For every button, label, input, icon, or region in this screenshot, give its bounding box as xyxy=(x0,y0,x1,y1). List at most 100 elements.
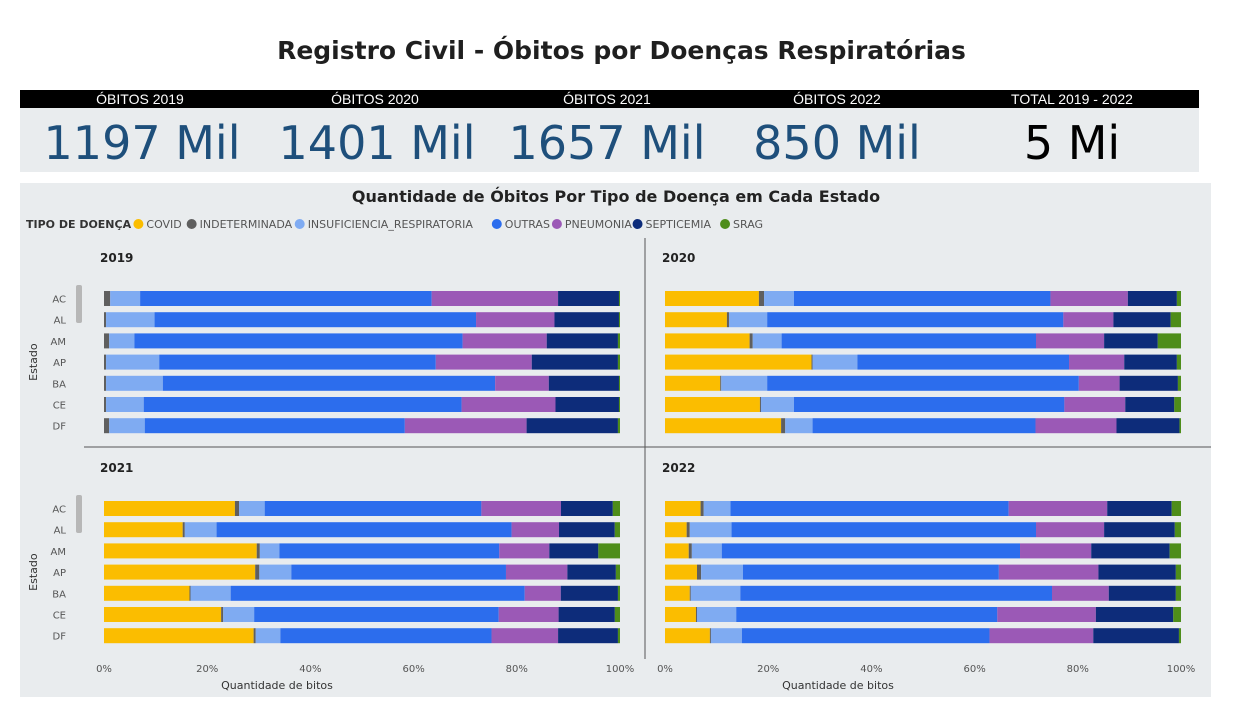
bar-2021-ac-covid[interactable] xyxy=(104,501,235,516)
bar-2022-ba-covid[interactable] xyxy=(665,585,690,601)
bar-2021-am-covid[interactable] xyxy=(104,543,257,559)
bar-2019-ac-insuficiencia-respiratoria[interactable] xyxy=(110,291,141,306)
bar-2019-ce-outras[interactable] xyxy=(143,397,462,412)
bar-2019-al-septicemia[interactable] xyxy=(554,312,619,328)
bar-2021-ce-septicemia[interactable] xyxy=(558,607,615,622)
bar-2022-ac-septicemia[interactable] xyxy=(1107,501,1172,516)
bar-2020-ba-insuficiencia-respiratoria[interactable] xyxy=(721,375,768,391)
bar-2022-ap-outras[interactable] xyxy=(742,564,999,580)
bar-2020-ba-covid[interactable] xyxy=(665,375,721,391)
bar-2022-ce-pneumonia[interactable] xyxy=(997,607,1096,622)
bar-2019-am-septicemia[interactable] xyxy=(546,333,618,349)
bar-2021-ap-covid[interactable] xyxy=(104,564,256,580)
bar-2020-df-srag[interactable] xyxy=(1179,418,1181,434)
bar-2020-am-insuficiencia-respiratoria[interactable] xyxy=(752,333,782,349)
bar-2021-ac-insuficiencia-respiratoria[interactable] xyxy=(239,501,265,516)
bar-2021-am-insuficiencia-respiratoria[interactable] xyxy=(259,543,280,559)
bar-2021-al-insuficiencia-respiratoria[interactable] xyxy=(184,522,217,538)
bar-2021-al-septicemia[interactable] xyxy=(559,522,615,538)
bar-2020-al-septicemia[interactable] xyxy=(1113,312,1171,328)
bar-2021-al-covid[interactable] xyxy=(104,522,183,538)
bar-2021-ce-outras[interactable] xyxy=(254,607,499,622)
bar-2020-ba-septicemia[interactable] xyxy=(1119,375,1178,391)
bar-2021-ba-covid[interactable] xyxy=(104,585,190,601)
bar-2021-ce-insuficiencia-respiratoria[interactable] xyxy=(223,607,255,622)
bar-2021-df-srag[interactable] xyxy=(617,628,620,644)
bar-2022-al-pneumonia[interactable] xyxy=(1036,522,1105,538)
bar-2019-df-insuficiencia-respiratoria[interactable] xyxy=(109,418,145,434)
bar-2019-ap-outras[interactable] xyxy=(159,354,436,370)
bar-2022-al-srag[interactable] xyxy=(1174,522,1181,538)
bar-2020-am-srag[interactable] xyxy=(1157,333,1181,349)
bar-2021-ba-septicemia[interactable] xyxy=(560,585,618,601)
bar-2020-am-pneumonia[interactable] xyxy=(1036,333,1105,349)
bar-2019-am-srag[interactable] xyxy=(617,333,620,349)
bar-2020-ap-pneumonia[interactable] xyxy=(1069,354,1125,370)
bar-2019-ce-septicemia[interactable] xyxy=(555,397,619,412)
bar-2020-al-insuficiencia-respiratoria[interactable] xyxy=(728,312,768,328)
bar-2022-df-septicemia[interactable] xyxy=(1093,628,1179,644)
bar-2022-ac-outras[interactable] xyxy=(730,501,1009,516)
bar-2021-al-pneumonia[interactable] xyxy=(511,522,560,538)
bar-2019-ce-srag[interactable] xyxy=(618,397,620,412)
bar-2022-df-covid[interactable] xyxy=(665,628,710,644)
bar-2022-al-covid[interactable] xyxy=(665,522,687,538)
bar-2020-ce-insuficiencia-respiratoria[interactable] xyxy=(760,397,794,412)
bar-2020-ac-insuficiencia-respiratoria[interactable] xyxy=(764,291,794,306)
bar-2022-ba-srag[interactable] xyxy=(1175,585,1181,601)
bar-2022-ac-covid[interactable] xyxy=(665,501,701,516)
bar-2022-ce-septicemia[interactable] xyxy=(1095,607,1174,622)
bar-2021-ap-pneumonia[interactable] xyxy=(505,564,568,580)
bar-2019-ac-outras[interactable] xyxy=(140,291,432,306)
bar-2022-ce-insuficiencia-respiratoria[interactable] xyxy=(696,607,737,622)
bar-2020-ap-septicemia[interactable] xyxy=(1124,354,1177,370)
bar-2022-am-srag[interactable] xyxy=(1169,543,1181,559)
bar-2020-df-outras[interactable] xyxy=(812,418,1036,434)
bar-2020-df-covid[interactable] xyxy=(665,418,782,434)
bar-2022-al-outras[interactable] xyxy=(731,522,1036,538)
bar-2020-ba-indeterminada[interactable] xyxy=(720,375,722,391)
bar-2021-ba-outras[interactable] xyxy=(230,585,525,601)
bar-2019-ba-srag[interactable] xyxy=(618,375,620,391)
bar-2021-df-covid[interactable] xyxy=(104,628,254,644)
bar-2020-al-srag[interactable] xyxy=(1170,312,1181,328)
bar-2022-df-pneumonia[interactable] xyxy=(989,628,1094,644)
bar-2022-ap-covid[interactable] xyxy=(665,564,697,580)
bar-2020-df-pneumonia[interactable] xyxy=(1035,418,1117,434)
bar-2020-ba-outras[interactable] xyxy=(767,375,1079,391)
bar-2019-ap-septicemia[interactable] xyxy=(531,354,618,370)
bar-2022-ba-indeterminada[interactable] xyxy=(689,585,691,601)
bar-2022-am-covid[interactable] xyxy=(665,543,689,559)
bar-2021-al-indeterminada[interactable] xyxy=(182,522,185,538)
bar-2022-df-outras[interactable] xyxy=(741,628,990,644)
bar-2021-df-outras[interactable] xyxy=(280,628,492,644)
bar-2021-ap-septicemia[interactable] xyxy=(567,564,616,580)
bar-2022-ap-septicemia[interactable] xyxy=(1098,564,1176,580)
bar-2021-ba-insuficiencia-respiratoria[interactable] xyxy=(190,585,231,601)
bar-2020-ap-covid[interactable] xyxy=(665,354,812,370)
bar-2020-ba-pneumonia[interactable] xyxy=(1078,375,1120,391)
bar-2020-am-covid[interactable] xyxy=(665,333,750,349)
bar-2020-ac-pneumonia[interactable] xyxy=(1050,291,1128,306)
bar-2021-ac-srag[interactable] xyxy=(612,501,620,516)
bar-2022-al-insuficiencia-respiratoria[interactable] xyxy=(689,522,732,538)
bar-2019-al-indeterminada[interactable] xyxy=(104,312,107,328)
bar-2021-ce-indeterminada[interactable] xyxy=(221,607,224,622)
bar-2021-ba-indeterminada[interactable] xyxy=(189,585,191,601)
bar-2020-ac-indeterminada[interactable] xyxy=(758,291,765,306)
bar-2020-ap-indeterminada[interactable] xyxy=(811,354,813,370)
bar-2019-al-outras[interactable] xyxy=(154,312,477,328)
bar-2020-ac-septicemia[interactable] xyxy=(1127,291,1177,306)
bar-2020-ce-covid[interactable] xyxy=(665,397,760,412)
bar-2021-am-srag[interactable] xyxy=(598,543,620,559)
bar-2019-ac-srag[interactable] xyxy=(618,291,620,306)
bar-2020-df-septicemia[interactable] xyxy=(1116,418,1180,434)
bar-2019-ba-insuficiencia-respiratoria[interactable] xyxy=(106,375,163,391)
bar-2022-ce-srag[interactable] xyxy=(1173,607,1181,622)
bar-2020-am-septicemia[interactable] xyxy=(1104,333,1158,349)
bar-2021-ce-pneumonia[interactable] xyxy=(498,607,559,622)
bar-2020-ce-srag[interactable] xyxy=(1174,397,1181,412)
bar-2022-ap-srag[interactable] xyxy=(1175,564,1181,580)
bar-2022-am-insuficiencia-respiratoria[interactable] xyxy=(691,543,722,559)
bar-2019-df-outras[interactable] xyxy=(144,418,405,434)
